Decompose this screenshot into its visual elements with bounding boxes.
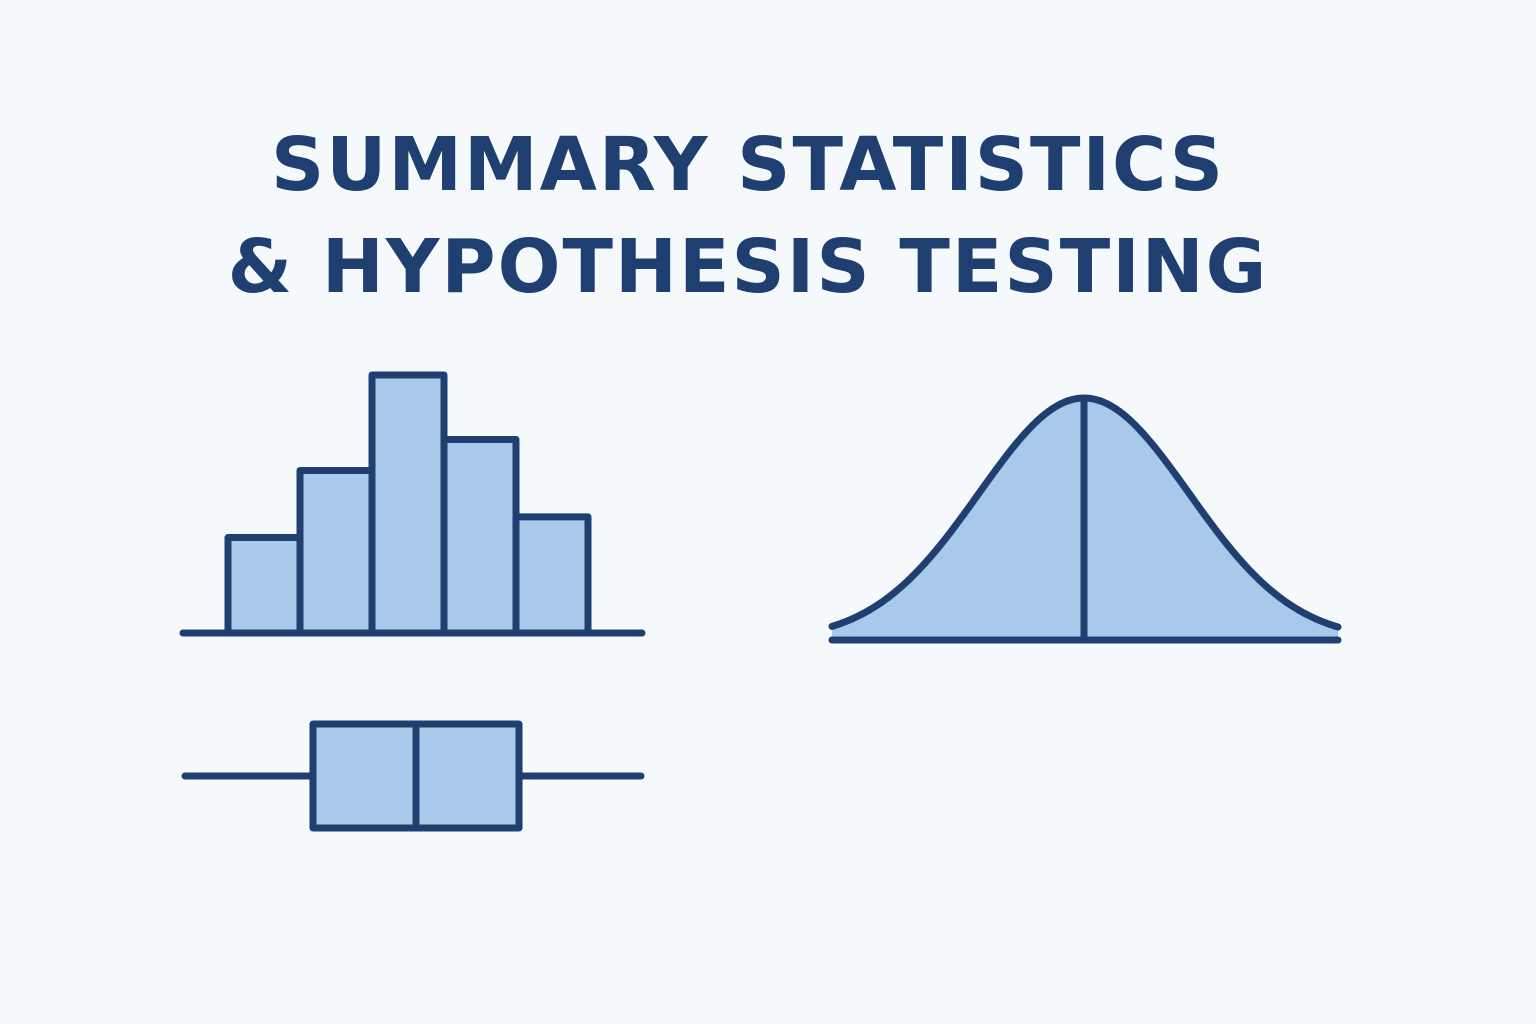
histogram-bar — [224, 534, 304, 637]
histogram — [179, 371, 646, 637]
histogram-bar — [368, 371, 448, 637]
box-plot — [181, 720, 645, 832]
normal-curve — [828, 394, 1342, 644]
title-line-1: SUMMARY STATISTICS — [270, 122, 1226, 208]
histogram-bar — [296, 466, 376, 637]
histogram-bar — [512, 513, 592, 637]
histogram-bar — [440, 436, 520, 637]
title-line-2: & HYPOTHESIS TESTING — [227, 224, 1269, 310]
